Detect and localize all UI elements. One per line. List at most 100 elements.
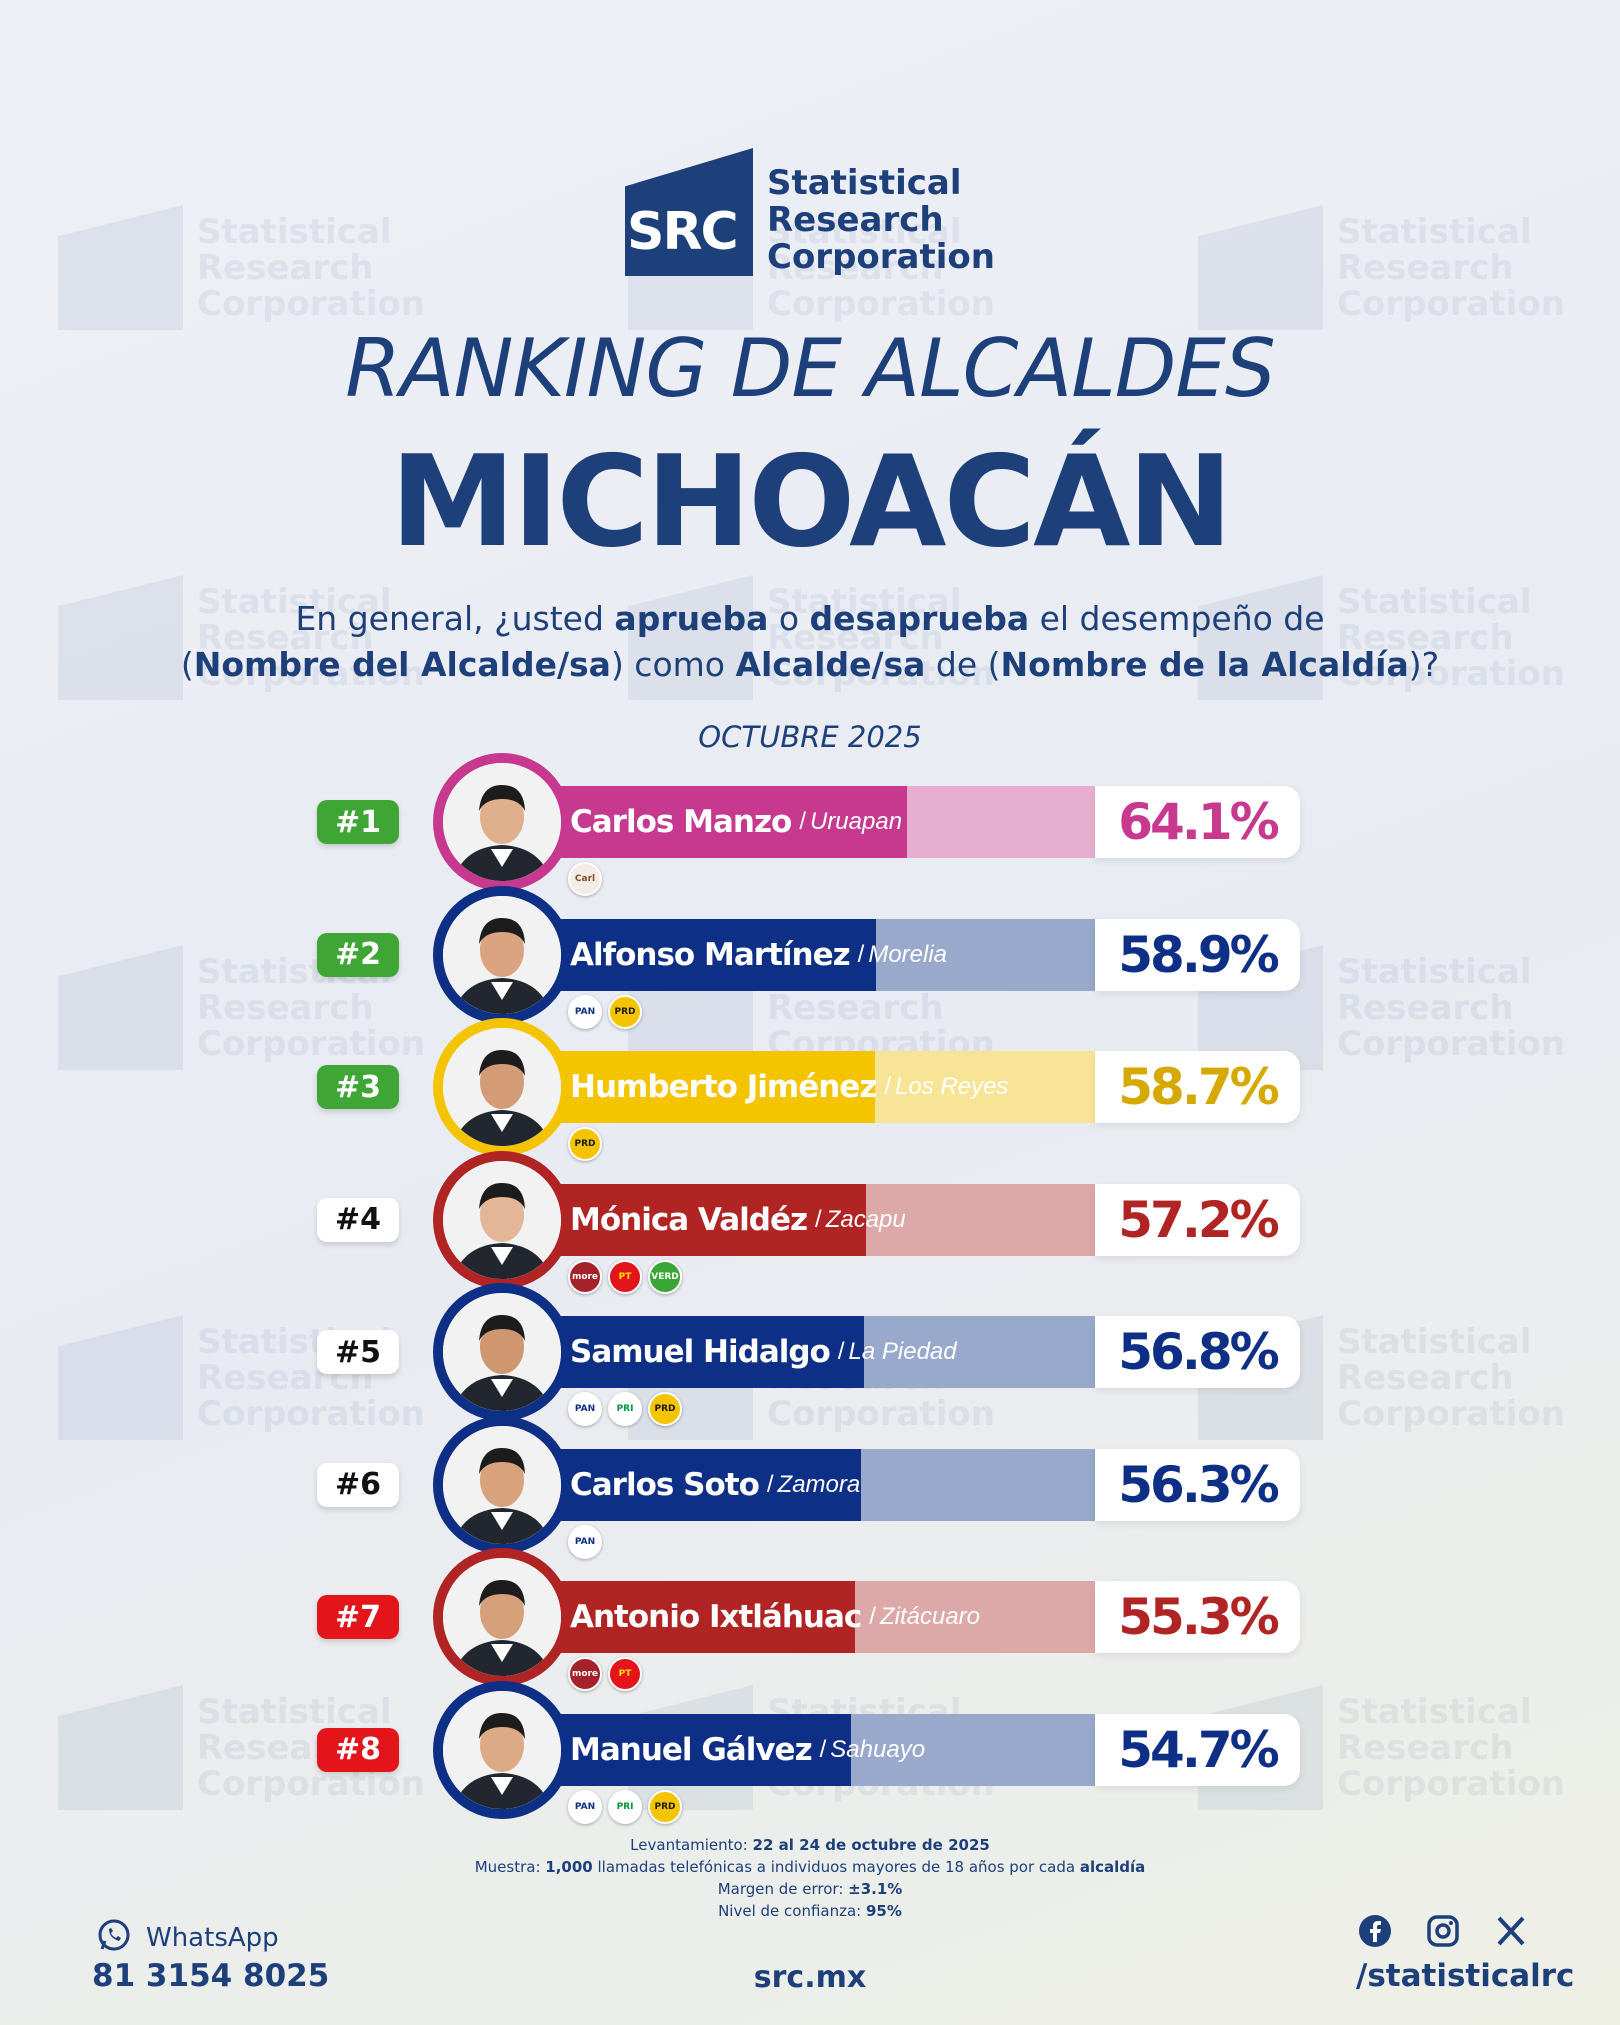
candidate-label: Mónica Valdéz / Zacapu	[570, 1184, 906, 1256]
phone-number[interactable]: 81 3154 8025	[92, 1958, 330, 1994]
candidate-city: Zamora	[777, 1470, 861, 1498]
bar	[530, 786, 907, 858]
watermark-line: Research	[1337, 1727, 1514, 1768]
watermark-line: Statistical	[197, 581, 392, 622]
watermark-mark	[58, 1315, 183, 1440]
party-logo-icon: PAN	[568, 1392, 602, 1426]
facebook-icon[interactable]	[1358, 1914, 1392, 1953]
candidate-label: Carlos Manzo / Uruapan	[570, 786, 902, 858]
value-label: 54.7%	[1095, 1713, 1300, 1786]
bar	[530, 1713, 852, 1786]
survey-question: En general, ¿usted aprueba o desaprueba …	[0, 596, 1620, 688]
rank-badge: #6	[317, 1462, 399, 1507]
bar	[530, 1051, 875, 1123]
question-segment: desaprueba	[809, 599, 1030, 638]
watermark-line: Statistical	[197, 211, 392, 252]
party-logo-icon: PRD	[648, 1789, 682, 1824]
candidate-city: Morelia	[868, 940, 948, 968]
logo-word-1: Statistical	[767, 163, 962, 203]
watermark-line: Statistical	[1337, 1321, 1532, 1362]
footnote-segment: Muestra:	[474, 1858, 546, 1876]
watermark-line: Statistical	[1337, 581, 1532, 622]
candidate-city: Los Reyes	[895, 1073, 1009, 1100]
watermark-line: Research	[197, 987, 374, 1028]
party-logo-icon: PT	[608, 1657, 642, 1691]
rank-badge: #5	[317, 1330, 399, 1374]
party-logos: PAN PRI PRD	[568, 1789, 682, 1824]
watermark-line: Research	[1337, 987, 1514, 1028]
watermark-line: Corporation	[767, 653, 995, 694]
value-label: 57.2%	[1095, 1183, 1300, 1256]
candidate-label: Samuel Hidalgo / La Piedad	[570, 1316, 957, 1388]
name-separator: /	[884, 1073, 892, 1100]
candidate-photo	[433, 885, 571, 1024]
methodology-note: Levantamiento: 22 al 24 de octubre de 20…	[0, 1834, 1620, 1922]
candidate-name: Antonio Ixtláhuac	[570, 1599, 862, 1635]
name-separator: /	[857, 940, 865, 968]
rank-badge: #1	[317, 800, 399, 844]
whatsapp-contact[interactable]: WhatsApp	[96, 1917, 279, 1958]
value-label: 64.1%	[1095, 786, 1300, 858]
watermark-line: Research	[767, 247, 944, 288]
watermark-line: Research	[197, 247, 374, 288]
candidate-name: Carlos Manzo	[570, 804, 792, 840]
whatsapp-label: WhatsApp	[146, 1922, 279, 1953]
watermark-line: Statistical	[1337, 951, 1532, 992]
name-separator: /	[819, 1735, 827, 1763]
candidate-city: Zacapu	[825, 1205, 906, 1233]
watermark-line: Research	[767, 617, 944, 658]
candidate-label: Manuel Gálvez / Sahuayo	[570, 1714, 925, 1786]
party-logos: PAN PRI PRD	[568, 1392, 682, 1426]
question-segment: aprueba	[614, 599, 769, 638]
footnote-segment: ±3.1%	[848, 1880, 903, 1898]
party-logos: PAN PRD	[568, 994, 642, 1029]
party-logo-icon: PRD	[568, 1127, 602, 1161]
watermark-line: Statistical	[767, 581, 962, 622]
candidate-label: Humberto Jiménez / Los Reyes	[570, 1051, 1008, 1123]
watermark-line: Statistical	[1337, 1691, 1532, 1732]
value-label: 58.7%	[1095, 1051, 1300, 1123]
question-segment: )?	[1408, 645, 1440, 684]
watermark-line: Statistical	[767, 211, 962, 252]
footnote-segment: alcaldía	[1079, 1858, 1146, 1876]
footnote-segment: Levantamiento:	[630, 1836, 753, 1854]
party-logo-icon: VERD	[648, 1259, 682, 1294]
watermark-line: Research	[1337, 1357, 1514, 1398]
website-link[interactable]: src.mx	[753, 1960, 867, 1995]
candidate-photo	[433, 1283, 571, 1421]
bar	[530, 1448, 861, 1521]
name-separator: /	[815, 1205, 822, 1233]
party-logo-icon: PAN	[568, 1524, 602, 1559]
rank-badge: #7	[317, 1595, 399, 1639]
watermark-line: Corporation	[197, 1393, 425, 1434]
footnote-segment: Nivel de confianza:	[718, 1902, 866, 1920]
page-title: MICHOACÁN	[390, 428, 1233, 575]
instagram-icon[interactable]	[1426, 1914, 1460, 1953]
name-separator: /	[837, 1338, 845, 1365]
watermark-line: Corporation	[767, 1393, 995, 1434]
value-label: 58.9%	[1095, 918, 1300, 991]
watermark-line: Research	[1337, 617, 1514, 658]
candidate-photo	[433, 1150, 571, 1289]
rank-badge: #3	[317, 1065, 399, 1109]
x-icon[interactable]	[1494, 1914, 1528, 1953]
candidate-name: Samuel Hidalgo	[570, 1334, 831, 1370]
watermark-line: Statistical	[197, 1691, 392, 1732]
watermark-mark	[58, 945, 183, 1070]
social-handle[interactable]: /statisticalrc	[1356, 1958, 1575, 1994]
candidate-city: Uruapan	[809, 808, 903, 835]
candidate-name: Manuel Gálvez	[570, 1731, 813, 1768]
question-segment: el desempeño de	[1029, 599, 1325, 638]
footnote-line: Margen de error: ±3.1%	[0, 1878, 1620, 1900]
party-logos: Carl	[568, 862, 602, 896]
party-logo-icon: Carl	[568, 862, 602, 896]
